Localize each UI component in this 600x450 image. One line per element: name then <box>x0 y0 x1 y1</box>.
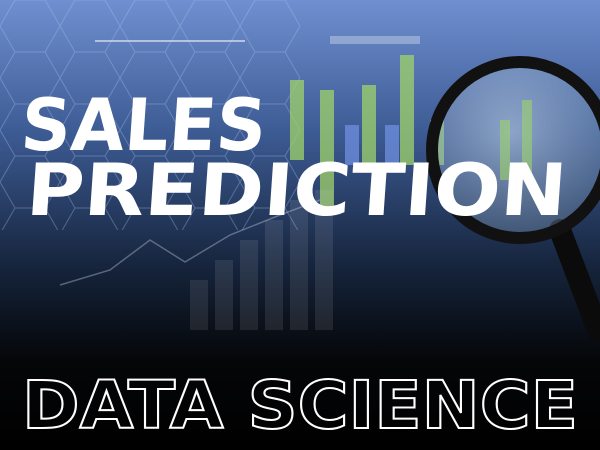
background-chart <box>59 36 444 330</box>
glass-lens <box>426 56 600 244</box>
headline-line-1: SALES <box>18 83 269 167</box>
deco-bar <box>315 190 333 330</box>
deco-bar <box>522 100 532 180</box>
deco-line <box>59 199 321 286</box>
headline-line-2: PREDICTION <box>24 148 570 232</box>
deco-bar <box>190 280 208 330</box>
deco-bar <box>265 220 283 330</box>
deco-bar <box>290 200 308 330</box>
deco-bar <box>500 120 510 180</box>
footer-title: DATA SCIENCE <box>22 367 578 444</box>
deco-line <box>330 36 420 44</box>
deco-bar <box>240 240 258 330</box>
magnifying-glass <box>426 56 600 341</box>
deco-bar <box>345 125 359 165</box>
deco-bar <box>400 55 414 165</box>
hex-grid <box>0 0 300 230</box>
deco-bar <box>385 125 399 165</box>
deco-bar <box>362 85 376 165</box>
deco-bar <box>215 260 233 330</box>
deco-line <box>95 40 245 42</box>
deco-bar <box>320 90 334 210</box>
deco-bar <box>290 80 304 160</box>
glass-handle <box>549 219 600 341</box>
